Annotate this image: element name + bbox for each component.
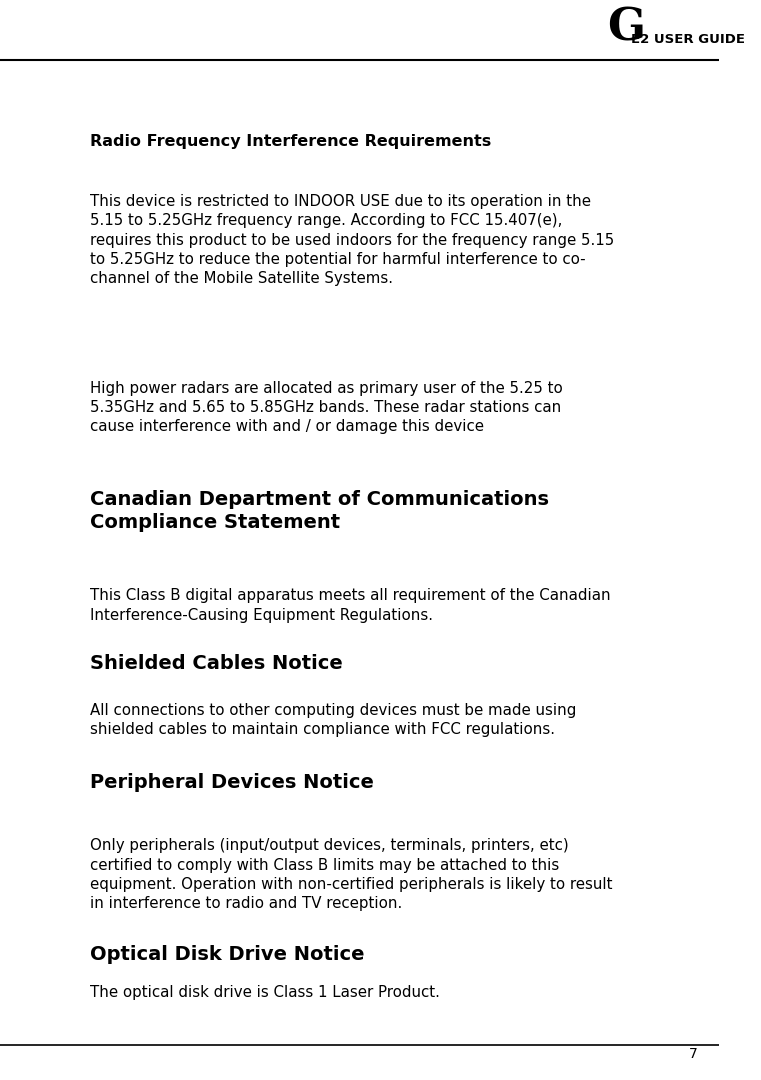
Text: G: G	[607, 6, 645, 50]
Text: High power radars are allocated as primary user of the 5.25 to
5.35GHz and 5.65 : High power radars are allocated as prima…	[90, 381, 562, 434]
Text: Peripheral Devices Notice: Peripheral Devices Notice	[90, 773, 374, 792]
Text: E2 USER GUIDE: E2 USER GUIDE	[631, 33, 745, 46]
Text: Shielded Cables Notice: Shielded Cables Notice	[90, 654, 342, 673]
Text: Only peripherals (input/output devices, terminals, printers, etc)
certified to c: Only peripherals (input/output devices, …	[90, 838, 613, 912]
Text: This device is restricted to INDOOR USE due to its operation in the
5.15 to 5.25: This device is restricted to INDOOR USE …	[90, 194, 614, 286]
Text: The optical disk drive is Class 1 Laser Product.: The optical disk drive is Class 1 Laser …	[90, 985, 440, 1000]
Text: This Class B digital apparatus meets all requirement of the Canadian
Interferenc: This Class B digital apparatus meets all…	[90, 589, 610, 622]
Text: Radio Frequency Interference Requirements: Radio Frequency Interference Requirement…	[90, 134, 491, 149]
Text: 7: 7	[689, 1047, 697, 1061]
Text: Canadian Department of Communications
Compliance Statement: Canadian Department of Communications Co…	[90, 490, 549, 531]
Text: Optical Disk Drive Notice: Optical Disk Drive Notice	[90, 945, 365, 964]
Text: All connections to other computing devices must be made using
shielded cables to: All connections to other computing devic…	[90, 703, 576, 737]
